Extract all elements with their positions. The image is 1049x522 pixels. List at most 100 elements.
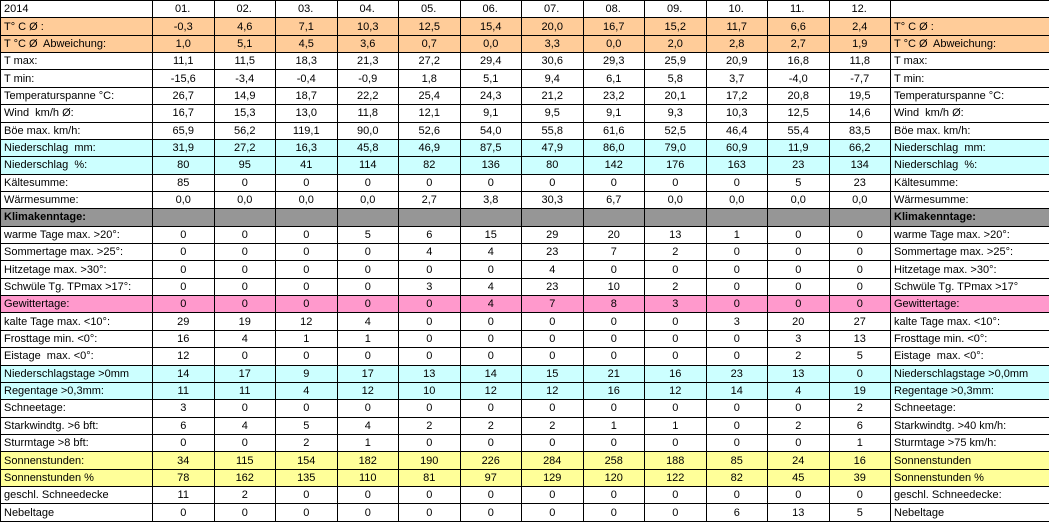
row-label: Frosttage min. <0°: bbox=[0, 329, 153, 349]
value-cell: 19 bbox=[213, 312, 276, 331]
value-cell: 6,7 bbox=[582, 190, 645, 210]
value-cell: 27,2 bbox=[398, 52, 461, 71]
row-label-right: Regentage >0,3mm: bbox=[890, 381, 1049, 401]
value-cell: 0 bbox=[521, 399, 584, 418]
year-cell: 2014 bbox=[0, 0, 153, 19]
value-cell: 5 bbox=[767, 173, 830, 192]
row-label: Niederschlag %: bbox=[0, 156, 153, 175]
value-cell: 82 bbox=[398, 156, 461, 175]
value-cell: 0 bbox=[275, 295, 338, 314]
row-label: Wind km/h Ø: bbox=[0, 104, 153, 123]
value-cell: 0 bbox=[828, 486, 891, 505]
value-cell: 1,8 bbox=[398, 69, 461, 88]
value-cell: 60,9 bbox=[705, 138, 768, 158]
row-label: T °C Ø Abweichung: bbox=[0, 34, 153, 54]
value-cell: 0 bbox=[275, 503, 338, 522]
value-cell: 31,9 bbox=[152, 138, 215, 158]
month-header: 10. bbox=[705, 0, 768, 19]
value-cell: 2 bbox=[644, 243, 707, 262]
value-cell: 0 bbox=[705, 486, 768, 505]
value-cell: 80 bbox=[521, 156, 584, 175]
value-cell: 13 bbox=[398, 364, 461, 383]
value-cell: -0,9 bbox=[336, 69, 399, 88]
row-label-right: geschl. Schneedecke: bbox=[890, 486, 1049, 505]
value-cell: 0 bbox=[521, 312, 584, 331]
row-label: Sommertage max. >25°: bbox=[0, 243, 153, 262]
value-cell: 5 bbox=[336, 225, 399, 245]
value-cell: 188 bbox=[644, 451, 707, 470]
value-cell: 13,0 bbox=[275, 104, 338, 123]
value-cell: 0 bbox=[336, 260, 399, 279]
value-cell: 0 bbox=[582, 329, 645, 349]
value-cell: 97 bbox=[459, 468, 522, 488]
value-cell: 3 bbox=[767, 329, 830, 349]
data-row: Starkwindtg. >6 bft: 6 4 5 4 2 2 2 1 1 0 2 6 Starkwin… bbox=[0, 416, 1049, 435]
value-cell: 0 bbox=[828, 277, 891, 297]
value-cell: 11,1 bbox=[152, 52, 215, 71]
value-cell: 11,7 bbox=[705, 17, 768, 36]
value-cell: 5,1 bbox=[213, 34, 276, 54]
value-cell: 2 bbox=[459, 416, 522, 435]
value-cell: 11,8 bbox=[336, 104, 399, 123]
value-cell: 0 bbox=[398, 503, 461, 522]
data-row: Schwüle Tg. TPmax >17°: 0 0 0 0 3 4 23 10 2 0 0 0 Sch… bbox=[0, 277, 1049, 297]
value-cell: 3,3 bbox=[521, 34, 584, 54]
data-row: T° C Ø : -0,3 4,6 7,1 10,3 12,5 15,4 20,0 16,7 15… bbox=[0, 17, 1049, 36]
value-cell: 0 bbox=[705, 399, 768, 418]
value-cell: 0 bbox=[459, 312, 522, 331]
value-cell: 4 bbox=[213, 329, 276, 349]
row-label-right: Niederschlagstage >0,0mm bbox=[890, 364, 1049, 383]
value-cell: 162 bbox=[213, 468, 276, 488]
row-label-right: T max: bbox=[890, 52, 1049, 71]
value-cell: 9,1 bbox=[582, 104, 645, 123]
value-cell: 0 bbox=[644, 399, 707, 418]
value-cell: 9,4 bbox=[521, 69, 584, 88]
value-cell: 0 bbox=[521, 503, 584, 522]
value-cell: 4 bbox=[767, 381, 830, 401]
value-cell: 114 bbox=[336, 156, 399, 175]
value-cell: 0 bbox=[828, 364, 891, 383]
value-cell: 30,3 bbox=[521, 190, 584, 210]
row-label-right: T min: bbox=[890, 69, 1049, 88]
value-cell: 134 bbox=[828, 156, 891, 175]
value-cell: 0 bbox=[521, 433, 584, 453]
data-row: Frosttage min. <0°: 16 4 1 1 0 0 0 0 0 0 3 13 Frostta… bbox=[0, 329, 1049, 349]
value-cell: 0 bbox=[705, 329, 768, 349]
value-cell: 83,5 bbox=[828, 121, 891, 140]
value-cell: 0 bbox=[213, 173, 276, 192]
value-cell: 154 bbox=[275, 451, 338, 470]
row-label: Wärmesumme: bbox=[0, 190, 153, 210]
data-row: Niederschlagstage >0mm 14 17 9 17 13 14 15 21 16 2… bbox=[0, 364, 1049, 383]
value-cell: 0,0 bbox=[459, 34, 522, 54]
value-cell: 0 bbox=[705, 416, 768, 435]
value-cell: 0 bbox=[459, 433, 522, 453]
row-label-right: Eistage max. <0°: bbox=[890, 347, 1049, 366]
value-cell: 0 bbox=[275, 347, 338, 366]
data-row: Nebeltage 0 0 0 0 0 0 0 0 0 6 13 5 Nebeltage bbox=[0, 503, 1049, 522]
value-cell: 14 bbox=[705, 381, 768, 401]
value-cell: 0 bbox=[521, 173, 584, 192]
data-row: T min: -15,6 -3,4 -0,4 -0,9 1,8 5,1 9,4 6,1 5,8 3,… bbox=[0, 69, 1049, 88]
value-cell: 0 bbox=[459, 329, 522, 349]
row-label: geschl. Schneedecke bbox=[0, 486, 153, 505]
value-cell: 23 bbox=[521, 277, 584, 297]
value-cell: 1 bbox=[705, 225, 768, 245]
value-cell: 23 bbox=[705, 364, 768, 383]
value-cell: 41 bbox=[275, 156, 338, 175]
value-cell: 0 bbox=[767, 225, 830, 245]
section-blank bbox=[275, 208, 338, 227]
value-cell: 54,0 bbox=[459, 121, 522, 140]
value-cell: 6 bbox=[828, 416, 891, 435]
row-label: T min: bbox=[0, 69, 153, 88]
value-cell: 21,3 bbox=[336, 52, 399, 71]
section-blank bbox=[828, 208, 891, 227]
value-cell: 16,7 bbox=[582, 17, 645, 36]
value-cell: 1 bbox=[336, 329, 399, 349]
section-blank bbox=[213, 208, 276, 227]
row-label: Niederschlag mm: bbox=[0, 138, 153, 158]
value-cell: 10,3 bbox=[336, 17, 399, 36]
value-cell: 4 bbox=[275, 381, 338, 401]
value-cell: 25,9 bbox=[644, 52, 707, 71]
row-label-right: Gewittertage: bbox=[890, 295, 1049, 314]
row-label-right: Sommertage max. >25°: bbox=[890, 243, 1049, 262]
